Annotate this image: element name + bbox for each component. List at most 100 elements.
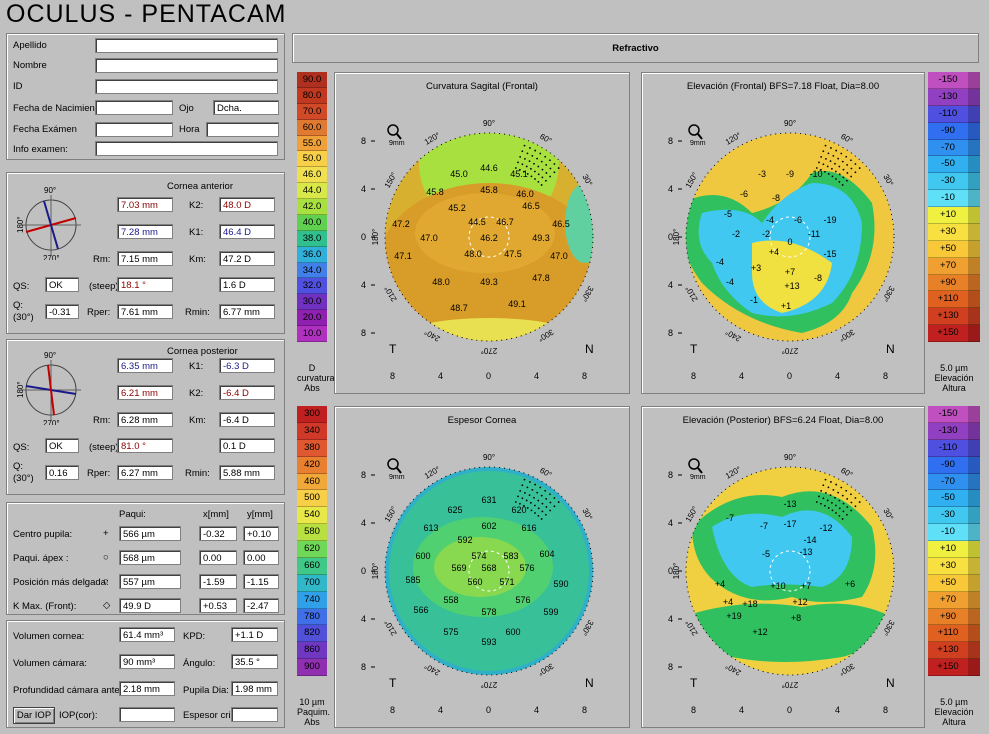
map-value-label: -2 bbox=[762, 229, 770, 239]
id-label: ID bbox=[13, 81, 23, 92]
angle-label: 180° bbox=[371, 229, 380, 246]
vol-camara-label: Volumen cámara: bbox=[13, 658, 87, 669]
pachy-row-marker-icon: ○ bbox=[103, 576, 109, 587]
scale-swatch bbox=[968, 190, 980, 207]
scale-cell: 340 bbox=[297, 422, 327, 440]
map-value-label: +3 bbox=[751, 263, 761, 273]
temporal-label: T bbox=[389, 342, 397, 356]
map-value-label: 47.8 bbox=[532, 273, 550, 283]
scale-cell: -50 bbox=[928, 156, 968, 174]
angle-label: 120° bbox=[724, 465, 743, 481]
angle-label: 150° bbox=[383, 171, 399, 190]
hora-field[interactable] bbox=[206, 122, 279, 137]
iop-field[interactable] bbox=[119, 707, 175, 722]
y-tick-label: 4 bbox=[361, 184, 366, 194]
map-value-label: -4 bbox=[726, 277, 734, 287]
map-value-label: 48.7 bbox=[450, 303, 468, 313]
y-tick-label: 4 bbox=[668, 614, 673, 624]
scale-cell: 44.0 bbox=[297, 183, 327, 200]
anterior-qs-label: QS: bbox=[13, 281, 30, 292]
angle-label: 90° bbox=[784, 119, 796, 128]
y-tick-label: 0 bbox=[668, 566, 673, 576]
info-field[interactable] bbox=[95, 141, 278, 156]
magnifier-icon[interactable]: 9mm bbox=[690, 474, 706, 481]
map-value-label: +7 bbox=[785, 267, 795, 277]
id-field[interactable] bbox=[95, 79, 278, 94]
corneal-thickness-map[interactable]: Espesor Cornea 8 4 0 4 8 8 4 0 4 8 90° 60° 30° 120° 15… bbox=[334, 406, 630, 728]
fecha-nac-label: Fecha de Nacimiento bbox=[13, 103, 103, 114]
scale-swatch bbox=[968, 524, 980, 541]
pachy-row-label: K Max. (Front): bbox=[13, 601, 77, 612]
elevation-front-map[interactable]: Elevación (Frontal) BFS=7.18 Float, Dia=… bbox=[641, 72, 925, 394]
elevation-back-map[interactable]: Elevación (Posterior) BFS=6.24 Float, Di… bbox=[641, 406, 925, 728]
angle-label: 270° bbox=[782, 680, 799, 689]
posterior-astig: 0.1 D bbox=[219, 438, 275, 453]
nasal-label: N bbox=[886, 676, 895, 690]
x-tick-label: 4 bbox=[534, 705, 539, 715]
scale-cell: -10 bbox=[928, 190, 968, 207]
angle-label: 150° bbox=[684, 505, 700, 524]
map-value-label: -10 bbox=[809, 169, 822, 179]
map-value-label: 47.1 bbox=[394, 251, 412, 261]
curvature-scale: 90.0 80.0 70.0 60.0 55.0 50.0 46.0 44.0 42.0 40.0… bbox=[297, 72, 335, 394]
scale-swatch bbox=[968, 173, 980, 191]
anterior-km: 47.2 D bbox=[219, 251, 275, 266]
x-tick-label: 0 bbox=[486, 705, 491, 715]
scale-swatch bbox=[968, 207, 980, 224]
map-value-label: 583 bbox=[503, 551, 518, 561]
map-value-label: +1 bbox=[781, 301, 791, 311]
angle-label: 270° bbox=[481, 346, 498, 355]
map-value-label: +4 bbox=[769, 247, 779, 257]
scale-footer: Elevación bbox=[934, 707, 974, 717]
map-value-label: 47.0 bbox=[420, 233, 438, 243]
ojo-field[interactable]: Dcha. bbox=[213, 100, 279, 115]
nombre-field[interactable] bbox=[95, 58, 278, 73]
angle-label: 60° bbox=[538, 132, 553, 146]
magnifier-icon[interactable]: 9mm bbox=[389, 474, 405, 481]
map-value-label: 45.8 bbox=[426, 187, 444, 197]
refractivo-header[interactable]: Refractivo bbox=[292, 33, 979, 63]
dar-iop-button[interactable]: Dar IOP bbox=[13, 707, 55, 724]
y-tick-label: 0 bbox=[361, 566, 366, 576]
scale-cell: 42.0 bbox=[297, 199, 327, 215]
svg-text:270°: 270° bbox=[43, 419, 60, 425]
map-value-label: -5 bbox=[724, 209, 732, 219]
sagittal-curvature-map[interactable]: Curvatura Sagital (Frontal) 8 4 0 4 8 8 4 0 4 8 90… bbox=[334, 72, 630, 394]
angle-label: 240° bbox=[724, 661, 743, 677]
nasal-label: N bbox=[585, 342, 594, 356]
fecha-nac-field[interactable] bbox=[95, 100, 173, 115]
posterior-q-label: Q: bbox=[13, 461, 24, 472]
anterior-r1: 7.03 mm bbox=[117, 197, 173, 212]
fecha-exam-field[interactable] bbox=[95, 122, 173, 137]
apellido-field[interactable] bbox=[95, 38, 278, 53]
map-value-label: 631 bbox=[481, 495, 496, 505]
map-value-label: -8 bbox=[814, 273, 822, 283]
scale-cell: +90 bbox=[928, 608, 968, 626]
angle-label: 300° bbox=[837, 661, 856, 677]
map-value-label: 585 bbox=[405, 575, 420, 585]
x-tick-label: 8 bbox=[691, 371, 696, 381]
pachy-row-x: -0.32 bbox=[199, 526, 237, 541]
map-value-label: 47.5 bbox=[504, 249, 522, 259]
magnifier-icon[interactable]: 9mm bbox=[690, 140, 706, 147]
map-value-label: 568 bbox=[481, 563, 496, 573]
posterior-qs-label: QS: bbox=[13, 442, 30, 453]
x-tick-label: 4 bbox=[438, 705, 443, 715]
pachy-row-y: -2.47 bbox=[243, 598, 279, 613]
y-tick-label: 4 bbox=[668, 184, 673, 194]
nasal-label: N bbox=[886, 342, 895, 356]
posterior-rmin-label: Rmin: bbox=[185, 468, 210, 479]
nombre-label: Nombre bbox=[13, 60, 47, 71]
anterior-astig: 1.6 D bbox=[219, 277, 275, 292]
anterior-rper-label: Rper: bbox=[87, 307, 111, 318]
anterior-r2: 7.28 mm bbox=[117, 224, 173, 239]
posterior-rper-label: Rper: bbox=[87, 468, 111, 479]
pachy-row-x: 0.00 bbox=[199, 550, 237, 565]
scale-cell: 46.0 bbox=[297, 167, 327, 184]
magnifier-icon[interactable]: 9mm bbox=[389, 140, 405, 147]
espesor-field[interactable] bbox=[231, 707, 278, 722]
scale-cell: -50 bbox=[928, 490, 968, 508]
hora-label: Hora bbox=[179, 124, 200, 135]
posterior-k2-label: K2: bbox=[189, 388, 204, 399]
pachy-row-x: +0.53 bbox=[199, 598, 237, 613]
